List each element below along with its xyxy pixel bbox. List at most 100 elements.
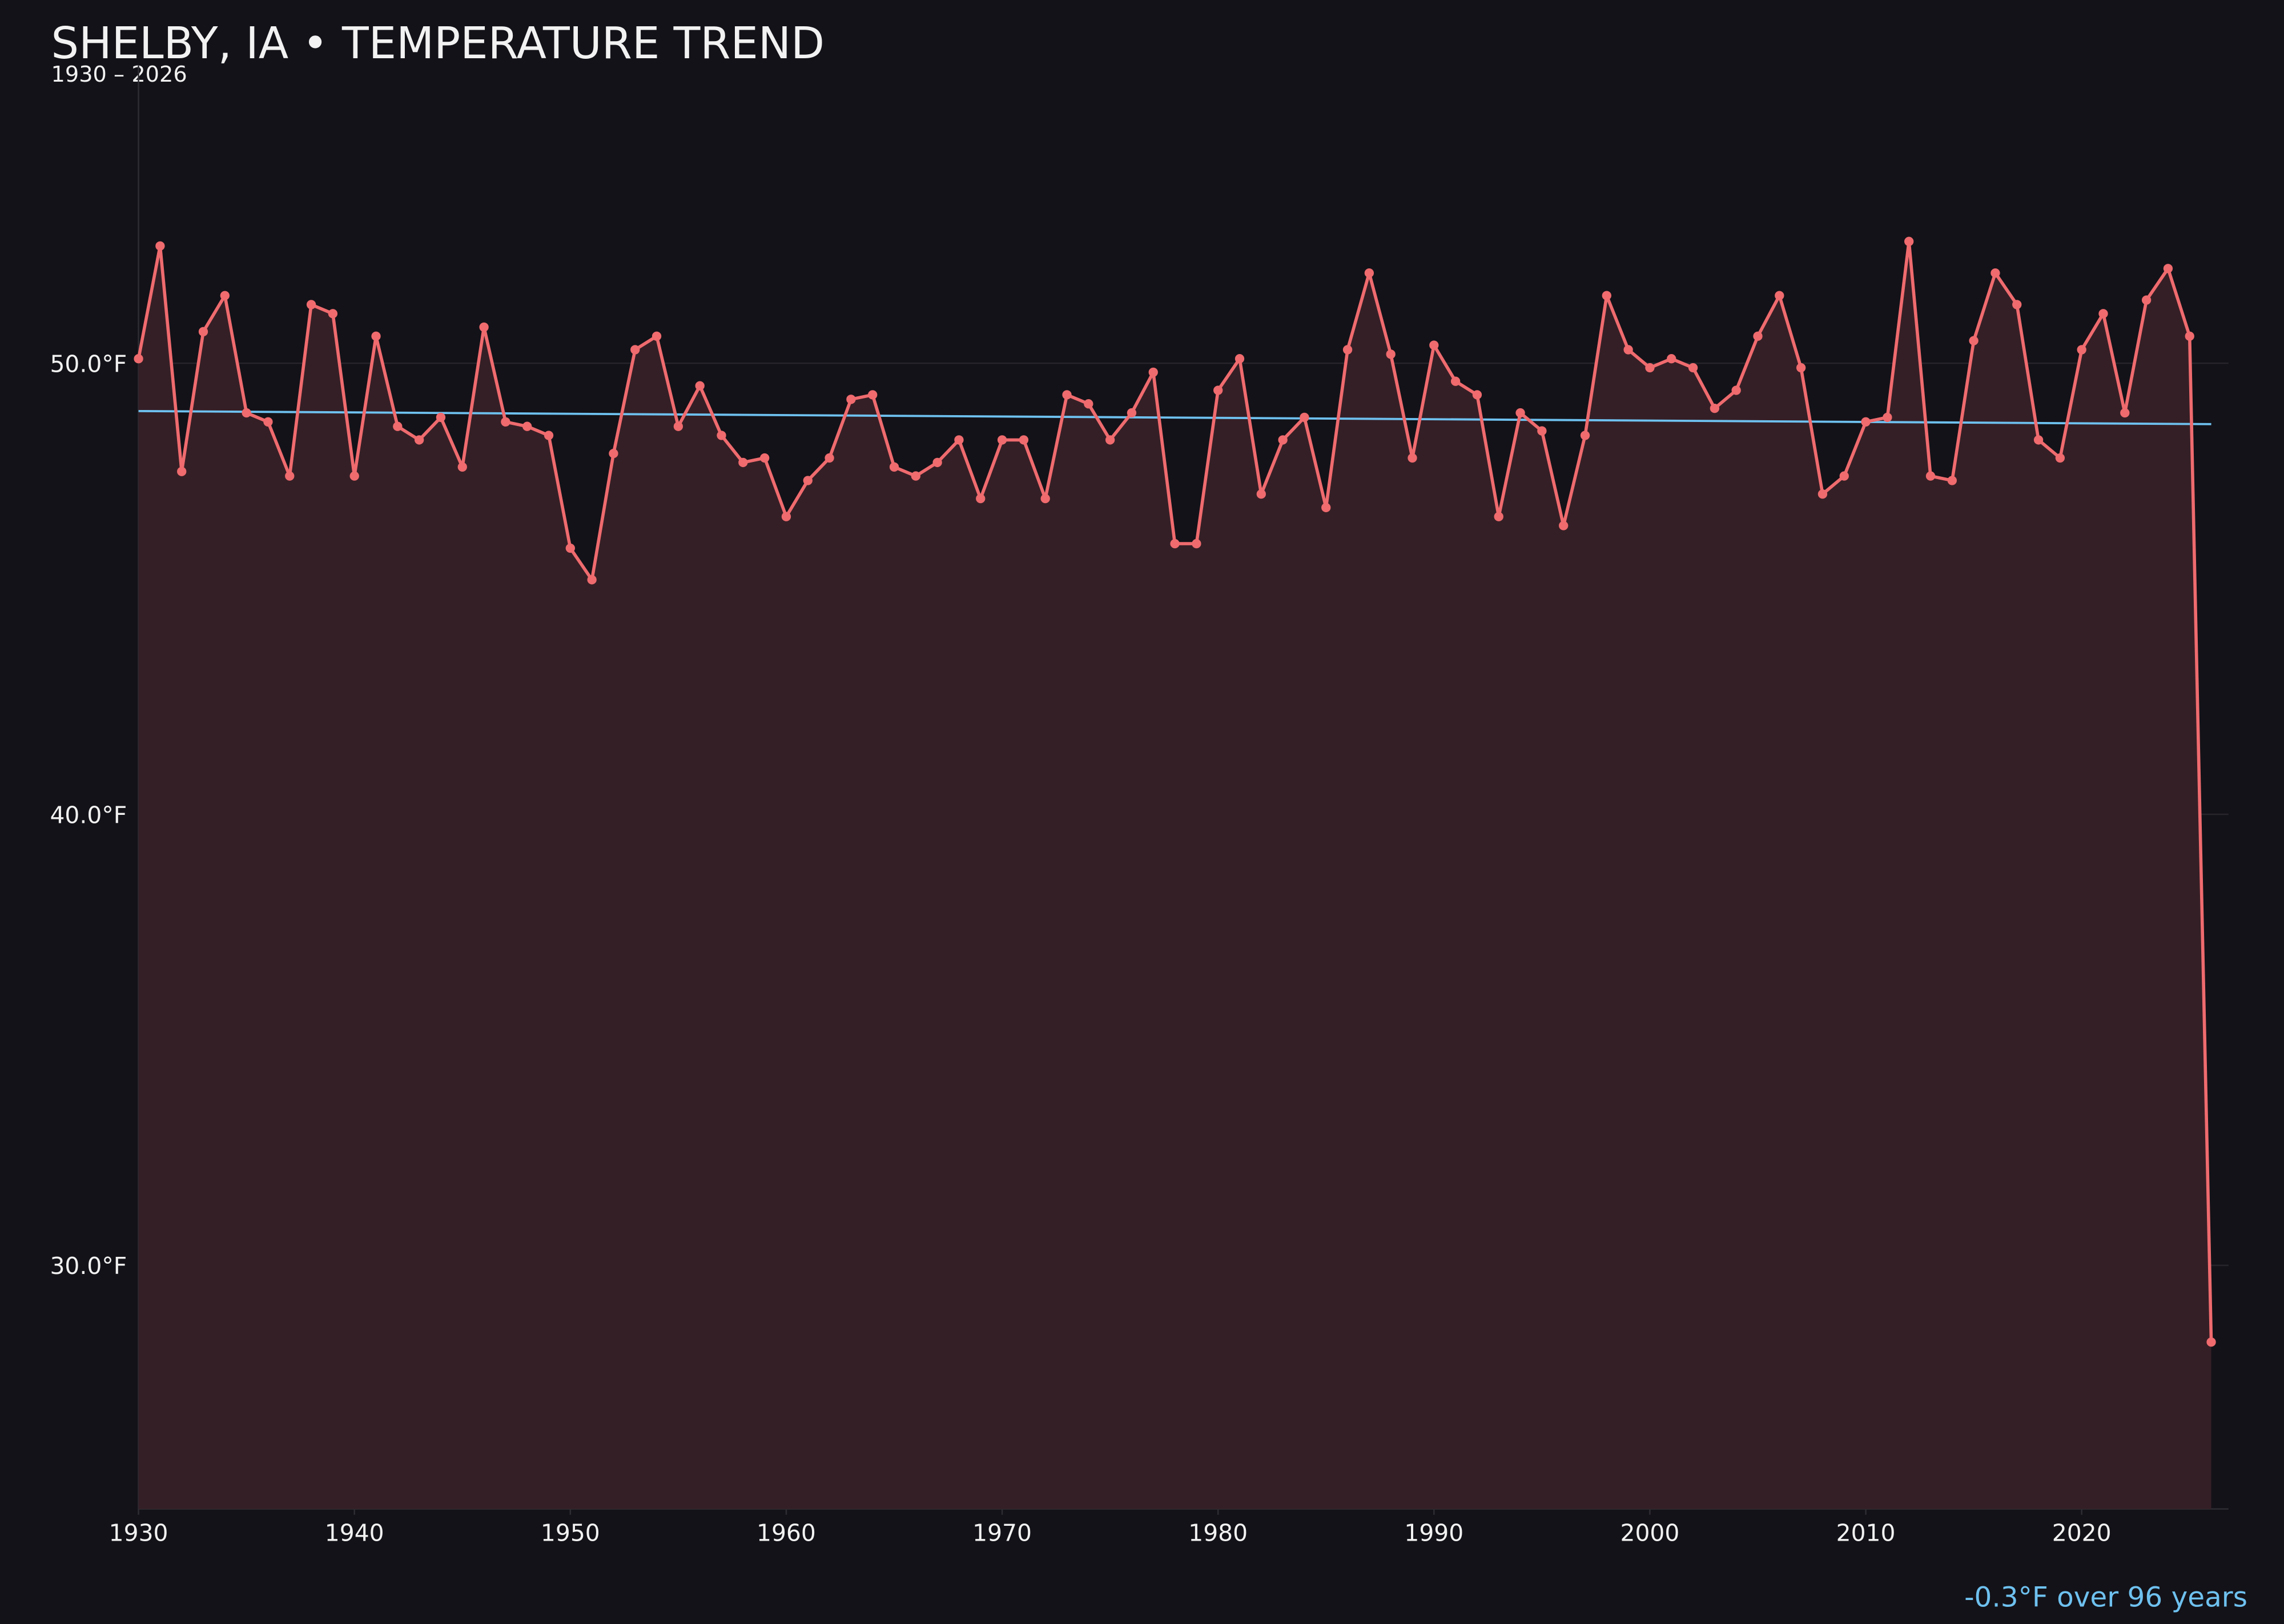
x-tick-label: 1930 [109,1520,168,1547]
point [2120,408,2130,418]
point [501,417,510,427]
point [1969,336,1979,345]
point [1904,236,1914,247]
point [1515,408,1525,418]
x-tick-label: 2020 [2052,1520,2112,1547]
point [954,435,964,445]
point [2141,295,2152,305]
point [198,327,208,336]
point [263,417,273,427]
point [1775,291,1784,300]
point [544,431,554,440]
point [1472,390,1482,400]
point [1861,417,1871,427]
point [1602,291,1611,300]
point [717,431,726,440]
point [976,493,986,504]
point [889,462,899,472]
area [138,241,2211,1509]
point [2206,1337,2216,1347]
point [1127,408,1137,418]
point [1688,363,1698,373]
point [781,512,791,521]
point [134,354,143,364]
point [306,300,316,309]
point [1148,367,1158,377]
point [630,345,640,355]
point [1062,390,1072,400]
point [155,241,165,251]
point [1321,503,1331,513]
point [1300,412,1309,423]
point [436,412,446,423]
point [1084,399,1093,409]
x-tick-label: 1990 [1404,1520,1463,1547]
point [2055,453,2065,463]
point [2077,345,2086,355]
point [1364,268,1374,278]
x-tick-label: 1940 [325,1520,384,1547]
x-tick-label: 1960 [757,1520,816,1547]
point [825,453,834,463]
point [1667,354,1676,364]
point [932,457,942,468]
point [1040,493,1050,504]
point [1753,331,1763,341]
point [1839,471,1849,481]
point [759,453,770,463]
point [457,462,467,472]
point [1796,363,1806,373]
point [220,291,230,300]
point [803,476,813,485]
point [609,448,618,459]
x-tick-label: 2000 [1620,1520,1680,1547]
point [1235,354,1245,364]
x-tick-label: 1980 [1188,1520,1248,1547]
point [414,435,424,445]
point [349,471,359,481]
point [1537,426,1547,436]
point [1278,435,1288,445]
x-tick-label: 2010 [1836,1520,1896,1547]
point [1019,435,1029,445]
point [1883,412,1892,423]
point [673,421,683,431]
point [2163,264,2173,274]
point [1645,363,1655,373]
point [1256,489,1266,499]
point [522,421,532,431]
point [1991,268,2000,278]
point [1105,435,1115,445]
point [1170,538,1180,549]
point [997,435,1007,445]
point [846,395,856,404]
point [2012,300,2022,309]
point [1342,345,1353,355]
chart-title: SHELBY, IA • TEMPERATURE TREND [51,18,825,69]
point [1450,376,1461,386]
point [1947,476,1957,485]
point [1731,385,1741,395]
point [371,331,381,341]
chart-subtitle: 1930 – 2026 [51,62,187,87]
point [587,575,597,585]
point [1710,403,1720,413]
point [1213,385,1223,395]
point [1623,345,1633,355]
point [565,543,575,553]
point [1817,489,1828,499]
point [285,471,295,481]
point [1494,512,1503,521]
point [2098,309,2108,319]
point [1925,471,1936,481]
point [911,471,920,481]
x-tick-label: 1950 [541,1520,600,1547]
point [242,408,251,418]
point [868,390,878,400]
point [479,322,489,332]
point [2185,331,2194,341]
point [1559,521,1569,530]
y-tick-label: 40.0°F [50,801,127,829]
